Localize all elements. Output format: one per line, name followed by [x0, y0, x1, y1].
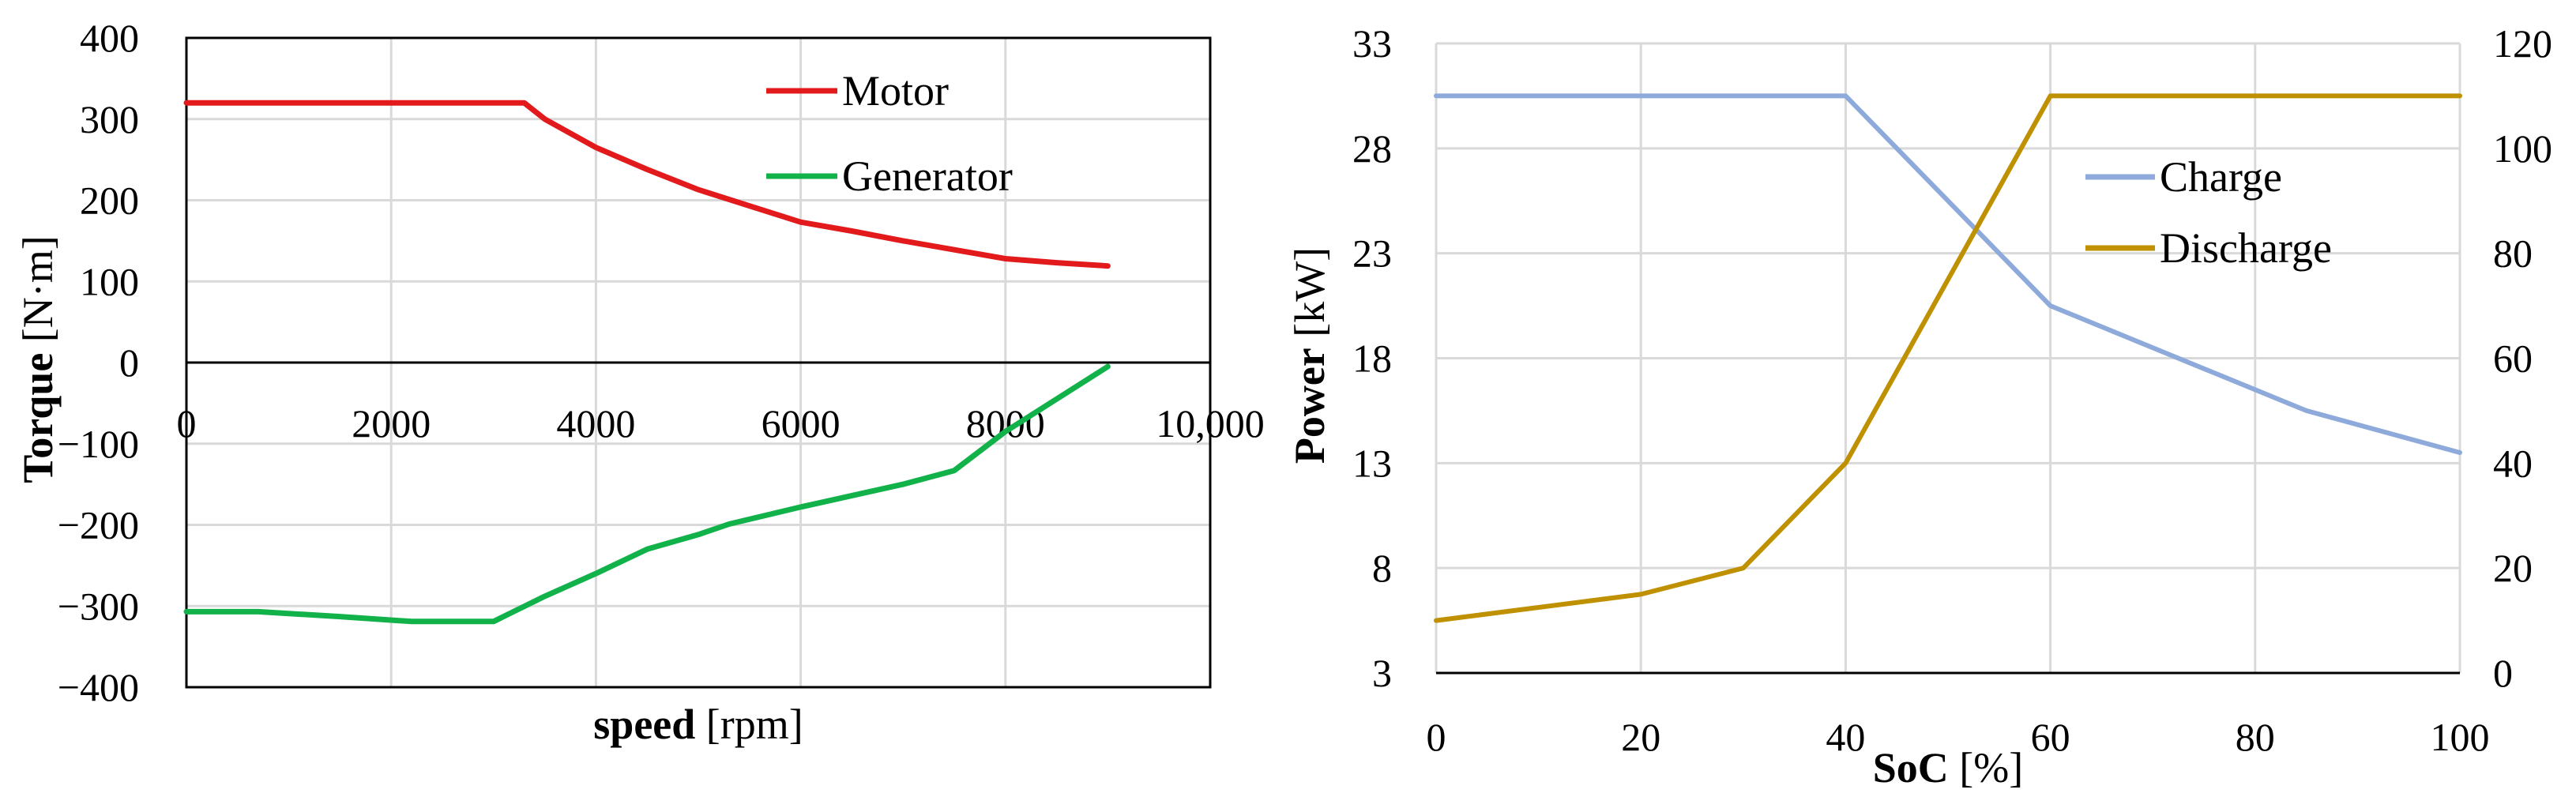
- chart2-x-tick-label: 60: [2031, 715, 2070, 759]
- chart2-y2-tick-label: 40: [2493, 441, 2533, 485]
- chart1-x-tick-label: 6000: [762, 401, 840, 445]
- chart1-x-axis-title-unit: [rpm]: [695, 701, 803, 748]
- chart2-x-tick-label: 80: [2236, 715, 2275, 759]
- chart1-y-tick-labels: −400 −300 −200 −100 0 100 200 300 400: [58, 16, 139, 709]
- legend-label-generator: Generator: [842, 152, 1013, 200]
- chart2-y-tick-label: 18: [1352, 336, 1392, 381]
- chart1-y-axis-title-unit: [N·m]: [14, 235, 62, 352]
- chart2-y2-tick-label: 20: [2493, 546, 2533, 590]
- chart1-x-tick-label: 2000: [352, 401, 431, 445]
- chart1-legend: Motor Generator: [766, 67, 1013, 200]
- chart2-y2-tick-label: 60: [2493, 336, 2533, 381]
- legend-label-discharge: Discharge: [2160, 224, 2332, 272]
- chart2-x-axis-title-bold: SoC: [1873, 744, 1949, 791]
- chart2-y-tick-label: 28: [1352, 126, 1392, 171]
- chart1-y-tick-label: −200: [58, 503, 139, 547]
- power-soc-chart: 3 8 13 18 23 28 33 0 20 40 60 80 100 120 0 20 40 60 80 10…: [1286, 21, 2552, 791]
- chart2-y2-tick-label: 120: [2493, 21, 2552, 66]
- chart2-left-y-tick-labels: 3 8 13 18 23 28 33: [1352, 21, 1392, 695]
- chart1-y-tick-label: −400: [58, 665, 139, 709]
- chart1-x-tick-label: 0: [177, 401, 197, 445]
- chart2-x-tick-label: 100: [2431, 715, 2490, 759]
- chart1-x-axis-title-bold: speed: [593, 701, 695, 748]
- chart1-y-axis-title-bold: Torque: [14, 353, 62, 483]
- chart1-y-tick-label: 0: [119, 340, 139, 385]
- series-line-discharge: [1434, 93, 2462, 623]
- chart1-y-tick-label: 200: [80, 179, 139, 223]
- chart2-right-y-tick-labels: 0 20 40 60 80 100 120: [2493, 21, 2552, 695]
- chart1-y-tick-label: 100: [80, 259, 139, 303]
- chart2-y-axis-title: Power [kW]: [1286, 247, 1333, 464]
- chart2-y-tick-label: 23: [1352, 231, 1392, 276]
- chart2-y2-tick-label: 0: [2493, 651, 2513, 695]
- series-line-generator: [183, 363, 1111, 625]
- chart2-x-axis-title-unit: [%]: [1949, 744, 2023, 791]
- chart1-y-tick-label: 300: [80, 97, 139, 141]
- chart2-x-tick-labels: 0 20 40 60 80 100: [1427, 715, 2490, 759]
- chart2-x-tick-label: 0: [1427, 715, 1446, 759]
- legend-label-motor: Motor: [842, 67, 949, 115]
- chart1-y-tick-label: −100: [58, 422, 139, 466]
- chart1-y-axis-title: Torque [N·m]: [14, 235, 62, 483]
- chart2-y-tick-label: 13: [1352, 441, 1392, 485]
- chart2-x-tick-label: 20: [1621, 715, 1660, 759]
- chart2-x-tick-label: 40: [1826, 715, 1865, 759]
- chart2-x-axis-title: SoC [%]: [1873, 744, 2023, 791]
- chart2-y2-tick-label: 100: [2493, 126, 2552, 171]
- chart1-x-tick-label: 4000: [556, 401, 635, 445]
- chart1-y-tick-label: 400: [80, 16, 139, 60]
- chart2-y-axis-title-bold: Power: [1286, 348, 1333, 464]
- chart2-y-tick-label: 33: [1352, 21, 1392, 66]
- chart1-x-tick-label: 8000: [966, 401, 1045, 445]
- chart1-series: [183, 100, 1111, 625]
- chart1-x-tick-labels: 0 2000 4000 6000 8000 10,000: [177, 401, 1265, 445]
- legend-label-charge: Charge: [2160, 153, 2282, 201]
- chart2-y-tick-label: 8: [1372, 546, 1392, 590]
- series-line-motor: [183, 100, 1111, 269]
- chart2-y2-tick-label: 80: [2493, 231, 2533, 276]
- torque-speed-chart: −400 −300 −200 −100 0 100 200 300 400 0 2000 4000 6…: [14, 16, 1265, 748]
- chart2-series: [1434, 93, 2462, 623]
- series-line-charge: [1434, 93, 2462, 455]
- chart1-x-axis-title: speed [rpm]: [593, 701, 803, 748]
- chart1-y-tick-label: −300: [58, 584, 139, 628]
- chart2-gridlines: [1435, 42, 2461, 675]
- chart2-legend: Charge Discharge: [2085, 153, 2332, 272]
- chart1-x-tick-label: 10,000: [1156, 401, 1265, 445]
- chart2-y-tick-label: 3: [1372, 651, 1392, 695]
- chart2-y-axis-title-unit: [kW]: [1286, 247, 1333, 348]
